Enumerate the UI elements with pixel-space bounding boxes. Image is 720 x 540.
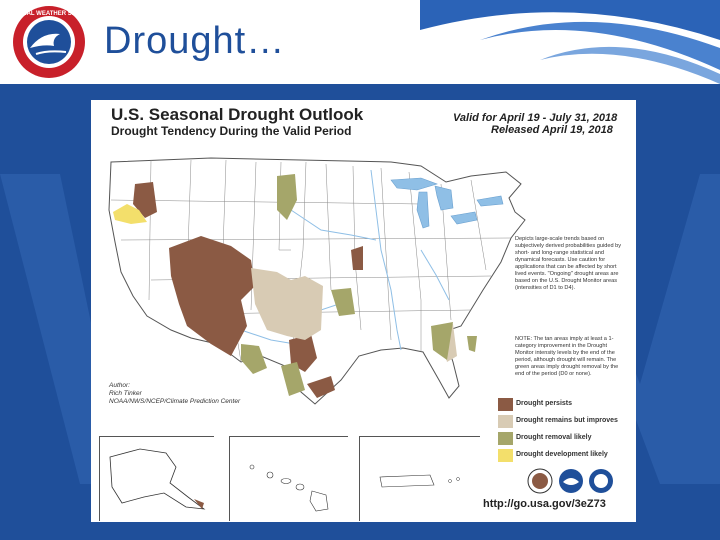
map-legend: Drought persists Drought remains but imp…: [496, 397, 634, 465]
legend-item: Drought remains but improves: [496, 414, 634, 431]
legend-swatch: [498, 449, 513, 462]
nws-logo: NATIONAL WEATHER SERVICE: [8, 6, 90, 78]
noaa-swoosh-decoration: [420, 0, 720, 84]
map-note: NOTE: The tan areas imply at least a 1-c…: [515, 336, 619, 377]
slide-title: Drought…: [104, 20, 286, 62]
hawaii-inset: [229, 436, 348, 521]
drought-development-areas: [113, 204, 147, 224]
us-outline: [108, 157, 526, 405]
release-date: Released April 19, 2018: [491, 124, 613, 136]
drought-persists-areas: [133, 182, 363, 398]
legend-swatch: [498, 415, 513, 428]
alaska-inset: [99, 436, 214, 521]
svg-text:NATIONAL WEATHER SERVICE: NATIONAL WEATHER SERVICE: [8, 11, 90, 17]
map-subtitle: Drought Tendency During the Valid Period: [111, 124, 352, 138]
legend-swatch: [498, 398, 513, 411]
map-title: U.S. Seasonal Drought Outlook: [111, 105, 364, 124]
agency-logos: [527, 468, 613, 494]
legend-swatch: [498, 432, 513, 445]
drought-outlook-map: U.S. Seasonal Drought Outlook Drought Te…: [91, 100, 636, 522]
legend-item: Drought development likely: [496, 448, 634, 465]
legend-item: Drought persists: [496, 397, 634, 414]
map-description: Depicts large-scale trends based on subj…: [515, 236, 622, 291]
drought-removal-areas: [241, 174, 477, 396]
legend-item: Drought removal likely: [496, 431, 634, 448]
source-url[interactable]: http://go.usa.gov/3eZ73: [483, 498, 606, 510]
valid-period: Valid for April 19 - July 31, 2018: [453, 112, 618, 124]
author-credit: Author: Rich Tinker NOAA/NWS/NCEP/Climat…: [109, 382, 241, 405]
great-lakes: [390, 177, 504, 229]
us-map: [108, 157, 526, 405]
slide-header: NATIONAL WEATHER SERVICE Drought…: [0, 0, 720, 84]
puerto-rico-inset: [359, 436, 480, 521]
